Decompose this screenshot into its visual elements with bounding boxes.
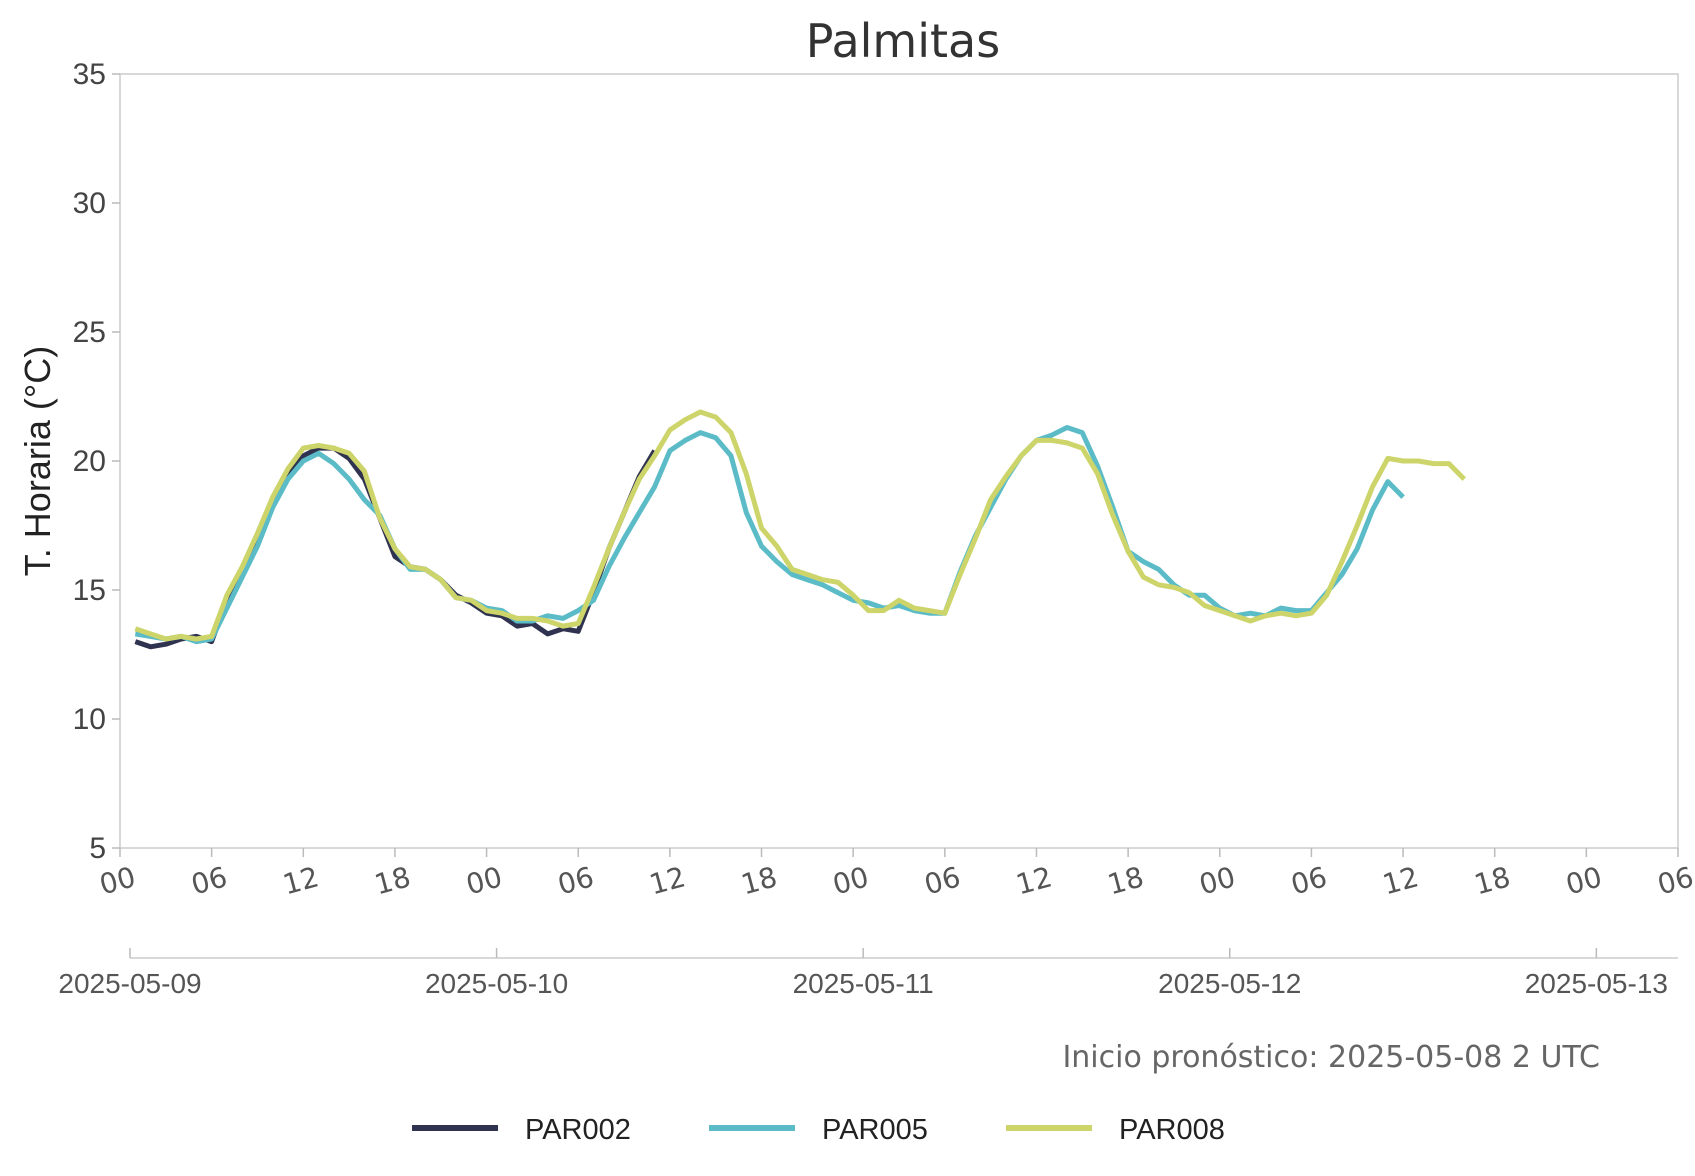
- x-hour-tick-label: 00: [829, 860, 872, 901]
- x-hour-tick-label: 18: [738, 860, 781, 901]
- x-hour-tick-label: 12: [1013, 860, 1056, 901]
- x-hour-tick-label: 06: [554, 860, 597, 901]
- x-hour-tick-label: 00: [1562, 860, 1605, 901]
- x-hour-tick-label: 06: [188, 860, 231, 901]
- y-tick-label: 30: [73, 187, 106, 220]
- y-axis: 5 10 15 20 25 30 35: [73, 58, 120, 865]
- x-hour-tick-label: 06: [921, 860, 964, 901]
- x-hour-tick-label: 18: [1471, 860, 1514, 901]
- date-tick-label: 2025-05-09: [58, 968, 201, 999]
- y-tick-label: 20: [73, 445, 106, 478]
- date-tick-label: 2025-05-11: [793, 968, 934, 999]
- legend-label-par005: PAR005: [822, 1114, 928, 1146]
- x-hour-tick-label: 12: [1379, 860, 1422, 901]
- legend-label-par002: PAR002: [525, 1114, 631, 1146]
- x-hour-tick-label: 06: [1287, 860, 1330, 901]
- y-tick-label: 25: [73, 316, 106, 349]
- date-tick-label: 2025-05-12: [1158, 968, 1301, 999]
- y-tick-label: 35: [73, 58, 106, 91]
- y-tick-label: 10: [73, 703, 106, 736]
- y-tick-label: 5: [89, 832, 106, 865]
- x-hour-tick-label: 00: [96, 860, 139, 901]
- series-layer: [134, 409, 1466, 650]
- series-line-par008: [134, 409, 1466, 642]
- date-tick-label: 2025-05-13: [1525, 968, 1668, 999]
- x-hour-tick-label: 18: [1104, 860, 1147, 901]
- legend: PAR002 PAR005 PAR008: [412, 1114, 1225, 1146]
- x-hour-tick-label: 00: [463, 860, 506, 901]
- date-tick-label: 2025-05-10: [425, 968, 568, 999]
- x-axis-hours: 00 06 12 18 00 06 12 18 00 06 12 18 00 06 12 18 00 06: [96, 848, 1695, 901]
- legend-label-par008: PAR008: [1119, 1114, 1225, 1146]
- x-hour-tick-label: 18: [371, 860, 414, 901]
- x-hour-tick-label: 06: [1654, 860, 1695, 901]
- y-tick-label: 15: [73, 574, 106, 607]
- x-hour-tick-label: 00: [1196, 860, 1239, 901]
- chart-title: Palmitas: [806, 14, 1000, 68]
- x-hour-tick-label: 12: [279, 860, 322, 901]
- x-hour-tick-label: 12: [646, 860, 689, 901]
- y-axis-label: T. Horaria (°C): [17, 346, 58, 576]
- forecast-start-note: Inicio pronóstico: 2025-05-08 2 UTC: [1062, 1040, 1600, 1075]
- x-axis-dates: 2025-05-09 2025-05-10 2025-05-11 2025-05-12…: [58, 948, 1678, 999]
